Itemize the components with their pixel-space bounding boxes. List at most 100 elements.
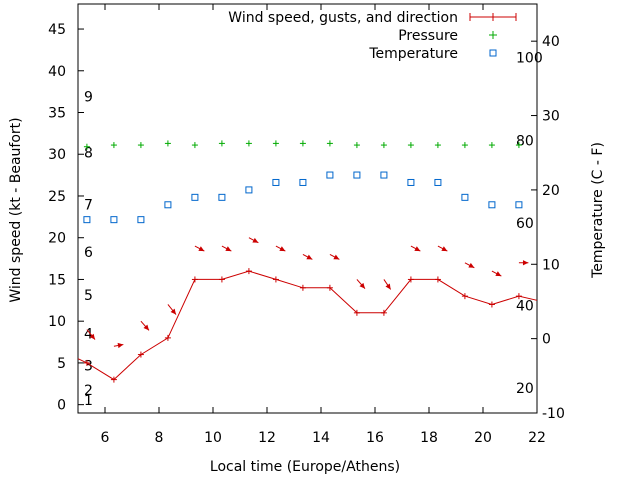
- wind-arrow: [194, 245, 205, 252]
- right-tick-label: 0: [542, 332, 551, 348]
- x-tick-label: 20: [474, 430, 492, 446]
- wind-point: [434, 276, 441, 283]
- left-tick-label: 15: [48, 272, 66, 288]
- temperature-point: [137, 216, 145, 224]
- wind-arrow: [356, 279, 366, 289]
- wind-arrow: [410, 245, 421, 252]
- wind-point: [191, 276, 198, 283]
- left-tick-label: 20: [48, 231, 66, 247]
- left-tick-label: 30: [48, 147, 66, 163]
- wind-point: [83, 359, 90, 366]
- wind-arrow: [302, 253, 313, 260]
- wind-point: [164, 334, 171, 341]
- beaufort-label: 4: [84, 326, 93, 342]
- pressure-point: [299, 140, 306, 147]
- wind-point: [407, 276, 414, 283]
- plot-frame: [77, 3, 538, 414]
- pressure-point: [515, 142, 522, 149]
- beaufort-label: 2: [84, 383, 93, 399]
- wind-point: [245, 268, 252, 275]
- wind-arrow: [86, 329, 96, 340]
- legend-label-temperature: Temperature: [368, 46, 458, 62]
- temperature-point: [110, 216, 118, 224]
- legend-label-pressure: Pressure: [398, 28, 458, 44]
- right-tick-label: 30: [542, 109, 560, 125]
- pressure-point: [83, 143, 90, 150]
- pressure-point: [110, 142, 117, 149]
- wind-direction-arrows: [86, 237, 529, 349]
- temperature-point: [245, 186, 253, 194]
- beaufort-label: 5: [84, 288, 93, 304]
- pressure-point: [488, 142, 495, 149]
- temperature-point: [353, 171, 361, 179]
- wind-series: [77, 268, 538, 383]
- left-tick-label: 10: [48, 314, 66, 330]
- x-axis-ticks: 6 8 10 12 14 16 18 20 22: [101, 4, 546, 446]
- beaufort-label: 8: [84, 145, 93, 161]
- x-tick-label: 18: [420, 430, 438, 446]
- wind-point: [380, 309, 387, 316]
- y-axis-label-left: Wind speed (kt - Beaufort): [8, 117, 24, 302]
- wind-point: [299, 284, 306, 291]
- temperature-point: [299, 178, 307, 186]
- beaufort-label: 6: [84, 245, 93, 261]
- wind-point: [272, 276, 279, 283]
- wind-arrow: [437, 245, 448, 252]
- beaufort-label: 9: [84, 89, 93, 105]
- temperature-point: [191, 193, 199, 201]
- temperature-point: [434, 178, 442, 186]
- x-tick-label: 22: [528, 430, 546, 446]
- wind-point: [218, 276, 225, 283]
- beaufort-labels: 12 3 4 5 6 7 8 9: [84, 89, 93, 408]
- x-tick-label: 10: [204, 430, 222, 446]
- x-tick-label: 12: [258, 430, 276, 446]
- pressure-point: [137, 142, 144, 149]
- wind-point: [110, 376, 117, 383]
- temperature-point: [407, 178, 415, 186]
- left-tick-label: 25: [48, 189, 66, 205]
- temperature-point: [515, 201, 523, 209]
- pressure-point: [164, 140, 171, 147]
- left-axis-ticks: 0 5 10 15 20 25 30 35 40 45: [48, 22, 84, 414]
- x-tick-label: 6: [101, 430, 110, 446]
- wind-arrow: [167, 304, 177, 315]
- pressure-point: [353, 142, 360, 149]
- pressure-point: [272, 140, 279, 147]
- right-tick-label: 40: [542, 34, 560, 50]
- left-tick-label: 5: [57, 356, 66, 372]
- fahrenheit-label: 60: [516, 216, 534, 232]
- right-tick-label: -10: [542, 406, 565, 422]
- pressure-series: [83, 140, 522, 150]
- wind-arrow: [140, 320, 150, 331]
- legend-swatch-temperature: [489, 49, 497, 57]
- legend: Wind speed, gusts, and direction Pressur…: [228, 10, 517, 62]
- temperature-point: [461, 193, 469, 201]
- y-axis-label-right: Temperature (C - F): [590, 142, 606, 279]
- beaufort-label: 3: [84, 359, 93, 375]
- pressure-point: [245, 140, 252, 147]
- pressure-point: [461, 142, 468, 149]
- x-tick-label: 8: [155, 430, 164, 446]
- right-tick-label: 10: [542, 257, 560, 273]
- right-axis-ticks: -10 0 10 20 30 40: [531, 34, 565, 422]
- beaufort-label: 1: [84, 393, 93, 409]
- right-tick-label: 20: [542, 183, 560, 199]
- temperature-point: [326, 171, 334, 179]
- left-tick-label: 35: [48, 106, 66, 122]
- temperature-point: [83, 216, 91, 224]
- wind-arrow: [113, 342, 124, 349]
- wind-arrow: [491, 270, 502, 277]
- wind-point: [461, 293, 468, 300]
- wind-arrow: [518, 260, 529, 266]
- wind-arrow: [275, 245, 286, 252]
- temperature-series: [83, 171, 523, 224]
- pressure-point: [218, 140, 225, 147]
- beaufort-label: 7: [84, 197, 93, 213]
- temperature-point: [164, 201, 172, 209]
- fahrenheit-label: 40: [516, 299, 534, 315]
- wind-arrow: [329, 253, 340, 260]
- left-tick-label: 40: [48, 64, 66, 80]
- pressure-point: [380, 142, 387, 149]
